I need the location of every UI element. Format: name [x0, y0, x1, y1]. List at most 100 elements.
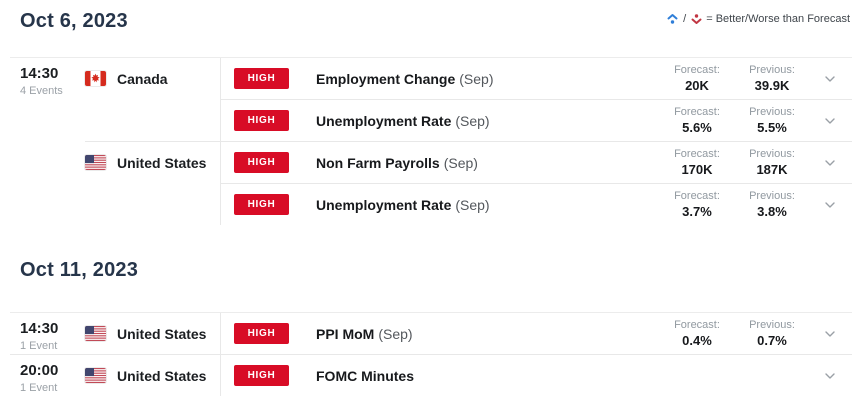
event-period: (Sep) [378, 325, 413, 342]
date-heading: Oct 11, 2023 [20, 259, 139, 281]
forecast-cell: Forecast: 5.6% [657, 106, 737, 135]
chevron-down-icon [824, 201, 835, 208]
forecast-label: Forecast: [674, 190, 720, 202]
event-title: Employment Change [316, 70, 456, 87]
forecast-value: 170K [681, 162, 713, 177]
expand-row-button[interactable] [807, 75, 852, 82]
events-count: 4 Events [20, 85, 63, 97]
event-title: Unemployment Rate [316, 196, 452, 213]
forecast-value: 3.7% [682, 204, 712, 219]
event-row-unemployment-rate-ca[interactable]: HIGH Unemployment Rate (Sep) Forecast: 5… [221, 99, 852, 141]
forecast-value: 20K [685, 78, 709, 93]
previous-value: 5.5% [757, 120, 787, 135]
importance-badge: HIGH [234, 152, 289, 173]
importance-badge: HIGH [234, 323, 289, 344]
worse-than-forecast-icon [690, 13, 703, 25]
event-values [657, 372, 852, 379]
forecast-cell: Forecast: 170K [657, 148, 737, 177]
country-groups: Canada HIGH Employment Change (Sep) Fore… [85, 58, 852, 225]
expand-row-button[interactable] [807, 201, 852, 208]
event-period: (Sep) [455, 196, 490, 213]
previous-cell: Previous: 39.9K [737, 64, 807, 93]
previous-label: Previous: [749, 319, 795, 331]
time-cell: 14:30 1 Event [10, 313, 85, 354]
chevron-down-icon [824, 159, 835, 166]
time-group: 14:30 4 Events [10, 58, 852, 225]
event-period: (Sep) [459, 70, 494, 87]
forecast-cell: Forecast: 20K [657, 64, 737, 93]
events-list: HIGH PPI MoM (Sep) Forecast: 0.4% Previo… [220, 313, 852, 354]
country-group-united-states: United States HIGH PPI MoM (Sep) Forecas… [85, 313, 852, 354]
us-flag-icon [85, 155, 106, 170]
time-group: 20:00 1 Event [10, 354, 852, 396]
previous-value: 187K [756, 162, 788, 177]
event-time: 14:30 [20, 320, 59, 337]
us-flag-icon [85, 326, 106, 341]
event-row-non-farm-payrolls[interactable]: HIGH Non Farm Payrolls (Sep) Forecast: 1… [221, 142, 852, 183]
event-row-unemployment-rate-us[interactable]: HIGH Unemployment Rate (Sep) Forecast: 3… [221, 183, 852, 225]
event-values: Forecast: 5.6% Previous: 5.5% [657, 106, 852, 135]
previous-label: Previous: [749, 106, 795, 118]
forecast-label: Forecast: [674, 106, 720, 118]
country-name: United States [117, 367, 207, 384]
previous-value: 39.9K [754, 78, 790, 93]
chevron-down-icon [824, 330, 835, 337]
event-values: Forecast: 0.4% Previous: 0.7% [657, 319, 852, 348]
expand-row-button[interactable] [807, 159, 852, 166]
country-cell: United States [85, 313, 220, 354]
date-heading: Oct 6, 2023 [20, 10, 128, 32]
previous-cell: Previous: 187K [737, 148, 807, 177]
event-row-ppi-mom[interactable]: HIGH PPI MoM (Sep) Forecast: 0.4% Previo… [221, 313, 852, 354]
canada-flag-icon [85, 71, 106, 86]
country-name: United States [117, 325, 207, 342]
better-than-forecast-icon [666, 13, 679, 25]
event-period: (Sep) [455, 112, 490, 129]
time-cell: 20:00 1 Event [10, 355, 85, 396]
previous-value: 0.7% [757, 333, 787, 348]
legend-separator: / [683, 13, 687, 25]
time-cell: 14:30 4 Events [10, 58, 85, 225]
chevron-down-icon [824, 372, 835, 379]
country-cell: United States [85, 142, 220, 183]
country-group-united-states: United States HIGH FOMC Minutes [85, 355, 852, 396]
event-title: FOMC Minutes [316, 367, 414, 384]
importance-badge: HIGH [234, 110, 289, 131]
expand-row-button[interactable] [807, 372, 852, 379]
time-group: 14:30 1 Event [10, 313, 852, 354]
event-values: Forecast: 20K Previous: 39.9K [657, 64, 852, 93]
forecast-label: Forecast: [674, 319, 720, 331]
previous-value: 3.8% [757, 204, 787, 219]
events-count: 1 Event [20, 340, 58, 352]
calendar-table-oct11: 14:30 1 Event [10, 312, 852, 396]
country-cell: United States [85, 355, 220, 396]
country-groups: United States HIGH PPI MoM (Sep) Forecas… [85, 313, 852, 354]
event-row-employment-change[interactable]: HIGH Employment Change (Sep) Forecast: 2… [221, 58, 852, 99]
previous-cell: Previous: 5.5% [737, 106, 807, 135]
event-title: PPI MoM [316, 325, 375, 342]
importance-badge: HIGH [234, 194, 289, 215]
forecast-label: Forecast: [674, 64, 720, 76]
event-values: Forecast: 3.7% Previous: 3.8% [657, 190, 852, 219]
event-time: 20:00 [20, 362, 59, 379]
previous-cell: Previous: 3.8% [737, 190, 807, 219]
forecast-cell: Forecast: 3.7% [657, 190, 737, 219]
legend: / = Better/Worse than Forecast [666, 13, 850, 25]
event-period: (Sep) [443, 154, 478, 171]
forecast-label: Forecast: [674, 148, 720, 160]
country-name: Canada [117, 70, 168, 87]
forecast-value: 5.6% [682, 120, 712, 135]
event-title: Non Farm Payrolls [316, 154, 440, 171]
event-values: Forecast: 170K Previous: 187K [657, 148, 852, 177]
events-count: 1 Event [20, 382, 58, 394]
previous-label: Previous: [749, 190, 795, 202]
country-cell: Canada [85, 58, 220, 99]
calendar-table-oct6: 14:30 4 Events [10, 57, 852, 225]
expand-row-button[interactable] [807, 117, 852, 124]
events-list: HIGH Employment Change (Sep) Forecast: 2… [220, 58, 852, 141]
expand-row-button[interactable] [807, 330, 852, 337]
event-row-fomc-minutes[interactable]: HIGH FOMC Minutes [221, 355, 852, 396]
event-title: Unemployment Rate [316, 112, 452, 129]
country-name: United States [117, 154, 207, 171]
chevron-down-icon [824, 117, 835, 124]
